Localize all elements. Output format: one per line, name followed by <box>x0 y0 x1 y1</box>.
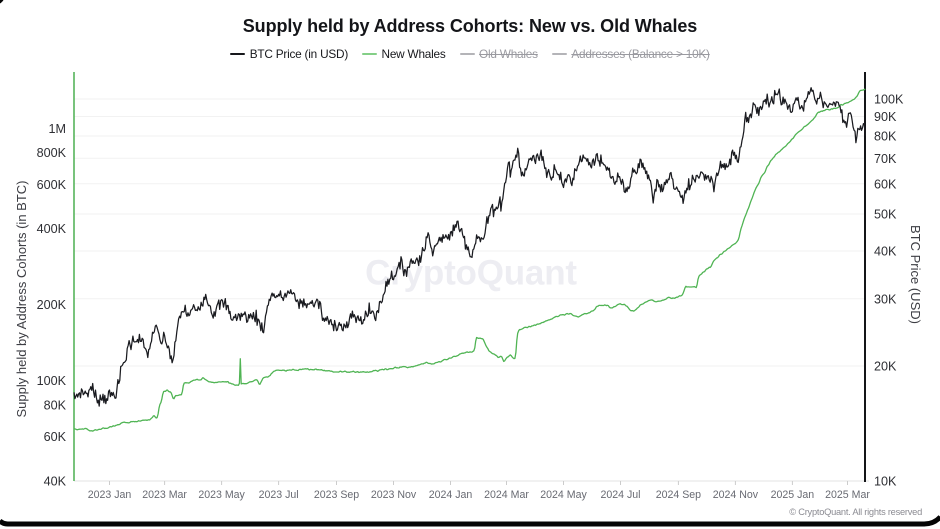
svg-text:60K: 60K <box>874 177 897 191</box>
svg-text:2023 Jan: 2023 Jan <box>88 489 132 501</box>
svg-text:2023 Jul: 2023 Jul <box>259 489 299 501</box>
svg-text:2023 Sep: 2023 Sep <box>314 489 359 501</box>
svg-text:100K: 100K <box>37 374 67 388</box>
svg-text:2024 Jan: 2024 Jan <box>429 489 473 501</box>
svg-text:2023 Mar: 2023 Mar <box>142 489 187 501</box>
svg-text:2025 Mar: 2025 Mar <box>825 489 870 501</box>
svg-text:1M: 1M <box>49 122 67 136</box>
svg-text:2024 Jul: 2024 Jul <box>600 489 640 501</box>
svg-text:2024 Sep: 2024 Sep <box>656 489 701 501</box>
svg-text:100K: 100K <box>874 93 904 107</box>
svg-text:90K: 90K <box>874 110 897 124</box>
svg-text:10K: 10K <box>874 475 897 489</box>
svg-text:800K: 800K <box>37 146 67 160</box>
svg-text:400K: 400K <box>37 222 67 236</box>
svg-text:600K: 600K <box>37 178 67 192</box>
svg-text:2025 Jan: 2025 Jan <box>771 489 815 501</box>
svg-text:30K: 30K <box>874 292 897 306</box>
svg-text:BTC Price (USD): BTC Price (USD) <box>908 225 923 324</box>
svg-text:80K: 80K <box>874 130 897 144</box>
svg-text:2023 Nov: 2023 Nov <box>371 489 417 501</box>
svg-text:60K: 60K <box>44 430 67 444</box>
svg-text:200K: 200K <box>37 298 67 312</box>
svg-text:© CryptoQuant. All rights rese: © CryptoQuant. All rights reserved <box>789 507 922 517</box>
svg-text:70K: 70K <box>874 152 897 166</box>
svg-text:40K: 40K <box>874 245 897 259</box>
svg-text:2024 May: 2024 May <box>540 489 587 501</box>
svg-text:2024 Mar: 2024 Mar <box>484 489 529 501</box>
svg-text:50K: 50K <box>874 208 897 222</box>
svg-text:2023 May: 2023 May <box>198 489 245 501</box>
svg-text:80K: 80K <box>44 399 67 413</box>
svg-text:40K: 40K <box>44 475 67 489</box>
svg-text:2024 Nov: 2024 Nov <box>713 489 759 501</box>
svg-text:Supply held by Address Cohorts: Supply held by Address Cohorts (in BTC) <box>14 181 29 418</box>
svg-text:20K: 20K <box>874 360 897 374</box>
